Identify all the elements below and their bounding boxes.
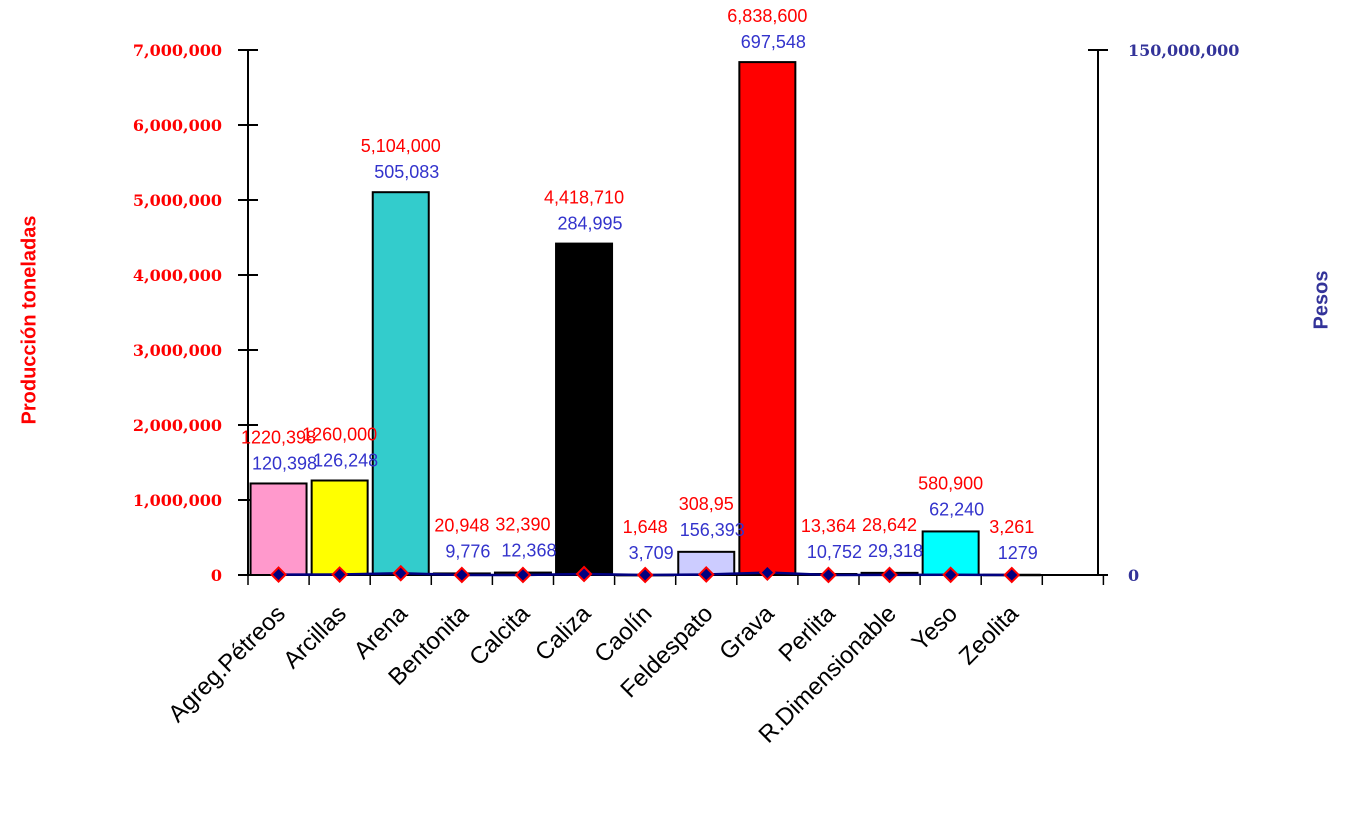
category-label: Grava bbox=[714, 600, 780, 666]
left-axis-title: Producción toneladas bbox=[18, 140, 42, 500]
right-axis-title: Pesos bbox=[1310, 200, 1334, 400]
line-data-label: 3,709 bbox=[629, 543, 674, 563]
left-tick-label: 6,000,000 bbox=[133, 116, 222, 135]
left-tick-label: 0 bbox=[211, 566, 222, 585]
left-tick-label: 3,000,000 bbox=[133, 341, 222, 360]
right-axis-title-text: Pesos bbox=[1310, 270, 1333, 330]
bar bbox=[310, 479, 369, 576]
left-tick-label: 2,000,000 bbox=[133, 416, 222, 435]
line-marker bbox=[514, 566, 532, 584]
line-marker bbox=[820, 566, 837, 584]
category-label: Calcita bbox=[464, 600, 535, 671]
bar bbox=[371, 191, 430, 576]
line-data-label: 1279 bbox=[998, 543, 1038, 563]
bar bbox=[555, 242, 614, 577]
line-marker bbox=[881, 566, 898, 584]
line-data-label: 120,398 bbox=[252, 453, 317, 473]
left-tick-label: 5,000,000 bbox=[133, 191, 222, 210]
category-label: Caliza bbox=[530, 600, 597, 667]
line-data-label: 62,240 bbox=[929, 499, 984, 519]
line-data-label: 697,548 bbox=[741, 32, 806, 52]
left-axis-title-text: Producción toneladas bbox=[18, 215, 41, 425]
bar-data-label: 1260,000 bbox=[302, 425, 377, 445]
bar-data-label: 1220,398 bbox=[241, 427, 316, 447]
line-marker bbox=[270, 566, 287, 583]
line-marker bbox=[758, 564, 776, 581]
line-data-label: 29,318 bbox=[868, 541, 923, 561]
category-label: Yeso bbox=[907, 600, 963, 656]
line-marker bbox=[575, 565, 593, 583]
bar-data-label: 4,418,710 bbox=[544, 188, 624, 208]
category-label: Arcillas bbox=[278, 600, 352, 674]
bar-data-label: 308,95 bbox=[679, 494, 734, 514]
line-marker bbox=[331, 566, 349, 583]
right-tick-label: 0 bbox=[1128, 566, 1139, 585]
left-tick-label: 1,000,000 bbox=[133, 491, 222, 510]
bar-data-label: 1,648 bbox=[623, 517, 668, 537]
bar-data-label: 3,261 bbox=[989, 517, 1034, 537]
line-data-label: 10,752 bbox=[807, 542, 862, 562]
line-marker bbox=[942, 566, 960, 584]
line-data-label: 9,776 bbox=[445, 541, 490, 561]
bar bbox=[738, 61, 797, 577]
bar-data-label: 28,642 bbox=[862, 515, 917, 535]
line-data-label: 126,248 bbox=[313, 451, 378, 471]
line-marker bbox=[1003, 566, 1021, 584]
line-marker bbox=[453, 566, 471, 584]
bar bbox=[249, 482, 308, 576]
left-tick-label: 7,000,000 bbox=[133, 41, 222, 60]
bar-data-label: 32,390 bbox=[495, 515, 550, 535]
line-data-label: 505,083 bbox=[374, 162, 439, 182]
category-label: Zeolita bbox=[954, 600, 1024, 670]
line-marker bbox=[636, 566, 654, 584]
line-data-label: 156,393 bbox=[680, 520, 745, 540]
right-tick-label: 150,000,000 bbox=[1128, 41, 1239, 60]
category-label: Agreg.Pétreos bbox=[163, 600, 291, 728]
bar-data-label: 6,838,600 bbox=[727, 6, 807, 26]
bar-data-label: 580,900 bbox=[918, 473, 983, 493]
bar-data-label: 13,364 bbox=[801, 516, 856, 536]
line-marker bbox=[697, 566, 715, 583]
line-data-label: 284,995 bbox=[558, 214, 623, 234]
bar-data-label: 5,104,000 bbox=[361, 136, 441, 156]
line-marker bbox=[392, 564, 410, 582]
line-data-label: 12,368 bbox=[501, 541, 556, 561]
left-tick-label: 4,000,000 bbox=[133, 266, 222, 285]
bar-data-label: 20,948 bbox=[434, 515, 489, 535]
